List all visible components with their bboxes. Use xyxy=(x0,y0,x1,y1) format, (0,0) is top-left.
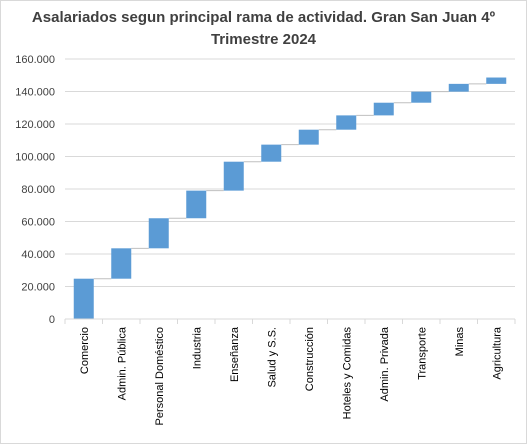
y-tick-label: 80.000 xyxy=(21,184,55,196)
y-tick-label: 40.000 xyxy=(21,249,55,261)
chart-title-line-2: Trimestre 2024 xyxy=(210,31,317,48)
category-label: Enseñanza xyxy=(229,326,241,382)
x-axis-category-labels: Comercio Admin. Pública Personal Doméstico… xyxy=(79,326,504,425)
bar xyxy=(111,248,132,279)
bar xyxy=(223,161,244,191)
chart-title: Asalariados segun principal rama de acti… xyxy=(0,7,527,51)
bars xyxy=(73,77,507,319)
bar xyxy=(336,115,357,130)
category-label: Admin. Pública xyxy=(116,326,128,400)
y-tick-label: 100.000 xyxy=(15,152,55,164)
category-label: Personal Doméstico xyxy=(154,327,166,425)
y-tick-label: 120.000 xyxy=(15,119,55,131)
category-label: Construcción xyxy=(304,327,316,391)
chart-title-line-1: Asalariados segun principal rama de acti… xyxy=(31,9,496,26)
bar xyxy=(411,91,432,103)
x-axis xyxy=(64,318,516,324)
category-label: Transporte xyxy=(416,327,428,380)
y-tick-label: 140.000 xyxy=(15,87,55,99)
category-label: Salud y S.S. xyxy=(266,327,278,388)
bar xyxy=(73,278,94,319)
bar xyxy=(186,190,207,219)
bar xyxy=(486,77,507,84)
y-axis-tick-labels: 0 20.000 40.000 60.000 80.000 100.000 120.000 1… xyxy=(15,54,55,326)
bar xyxy=(373,102,394,116)
y-tick-label: 0 xyxy=(49,314,55,326)
category-label: Comercio xyxy=(79,327,91,374)
category-label: Admin. Privada xyxy=(379,326,391,401)
category-label: Industria xyxy=(191,326,203,369)
y-tick-label: 160.000 xyxy=(15,54,55,66)
category-label: Agricultura xyxy=(491,326,503,379)
connector-lines xyxy=(93,83,487,280)
category-label: Hoteles y Comidas xyxy=(341,327,353,420)
y-tick-label: 60.000 xyxy=(21,217,55,229)
gridlines xyxy=(65,58,515,287)
category-label: Minas xyxy=(454,327,466,357)
bar xyxy=(148,218,169,249)
bar xyxy=(448,83,469,92)
bar xyxy=(298,129,319,145)
y-tick-label: 20.000 xyxy=(21,282,55,294)
bar xyxy=(261,144,282,162)
